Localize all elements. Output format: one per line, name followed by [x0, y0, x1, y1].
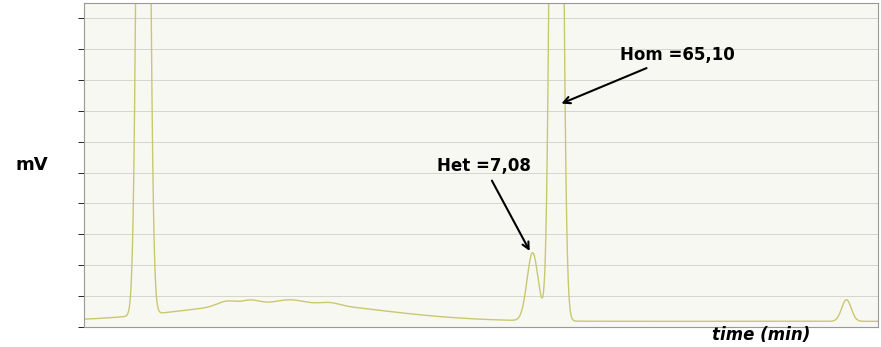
Text: time (min): time (min): [712, 325, 811, 344]
Text: mV: mV: [15, 156, 48, 174]
Text: Hom =65,10: Hom =65,10: [564, 46, 735, 103]
Text: Het =7,08: Het =7,08: [437, 158, 531, 249]
